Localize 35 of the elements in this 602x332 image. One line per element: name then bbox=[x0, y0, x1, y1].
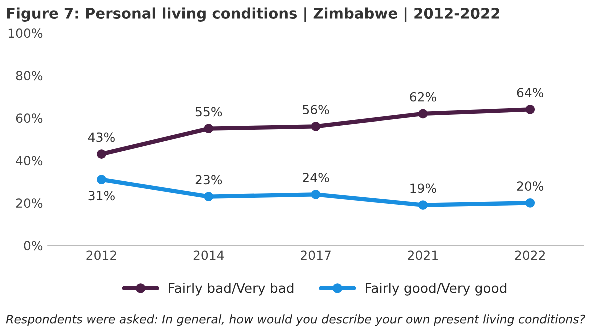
data-label: 24% bbox=[303, 173, 330, 183]
y-tick-label: 100% bbox=[8, 28, 43, 38]
point bbox=[204, 124, 214, 134]
point bbox=[204, 192, 214, 202]
x-tick-label: 2021 bbox=[408, 250, 438, 260]
y-tick-label: 20% bbox=[16, 198, 43, 208]
point bbox=[418, 200, 428, 210]
chart-title: Figure 7: Personal living conditions | Zimbabwe | 2012-2022 bbox=[7, 8, 500, 22]
x-tick-label: 2012 bbox=[86, 250, 116, 260]
point bbox=[418, 109, 428, 119]
point bbox=[311, 122, 321, 132]
x-tick-label: 2017 bbox=[301, 250, 331, 260]
y-tick-label: 80% bbox=[16, 71, 43, 81]
data-label: 62% bbox=[410, 92, 436, 102]
data-label: 23% bbox=[196, 175, 222, 185]
point bbox=[97, 175, 106, 184]
data-label: 56% bbox=[303, 105, 330, 115]
data-label: 20% bbox=[517, 182, 544, 192]
x-tick-label: 2022 bbox=[515, 250, 546, 260]
point bbox=[97, 150, 106, 159]
data-label: 31% bbox=[88, 191, 115, 201]
text: Respondents were asked: In general, how would you describe your own present living conditions? bbox=[6, 314, 586, 326]
data-label: 43% bbox=[88, 132, 115, 142]
data-label: 55% bbox=[196, 107, 222, 117]
y-tick-label: 40% bbox=[16, 156, 43, 166]
legend-label: Fairly bad/Very bad bbox=[169, 283, 294, 296]
y-tick-label: 60% bbox=[16, 114, 43, 124]
data-label: 19% bbox=[410, 184, 436, 194]
point bbox=[526, 198, 536, 208]
point bbox=[311, 190, 321, 200]
x-tick-label: 2014 bbox=[194, 250, 224, 260]
point bbox=[526, 105, 536, 114]
y-tick-label: 0% bbox=[24, 241, 43, 251]
legend-label: Fairly good/Very good bbox=[366, 283, 507, 296]
data-label: 64% bbox=[517, 88, 544, 98]
